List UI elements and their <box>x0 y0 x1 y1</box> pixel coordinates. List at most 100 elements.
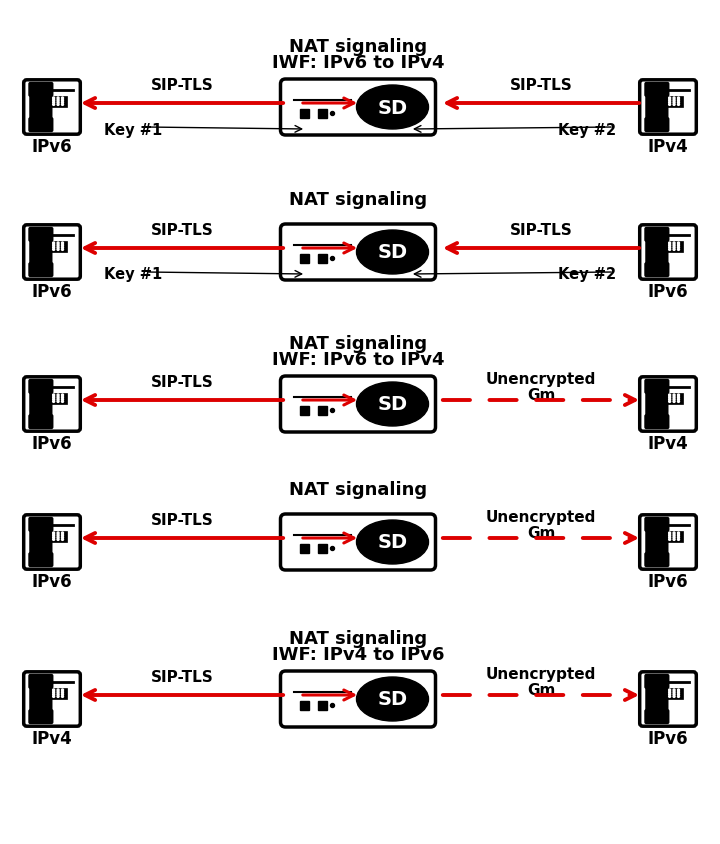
FancyBboxPatch shape <box>665 688 683 699</box>
Circle shape <box>53 397 55 398</box>
Text: Gm: Gm <box>527 682 555 697</box>
Circle shape <box>678 249 680 251</box>
Circle shape <box>57 102 59 104</box>
Circle shape <box>57 105 59 106</box>
Text: IPv6: IPv6 <box>32 435 72 452</box>
Text: NAT signaling: NAT signaling <box>289 38 427 56</box>
Circle shape <box>57 533 59 534</box>
Ellipse shape <box>356 230 428 274</box>
Text: SD: SD <box>377 243 408 262</box>
Circle shape <box>678 247 680 249</box>
Circle shape <box>53 98 55 100</box>
FancyBboxPatch shape <box>28 414 53 430</box>
Circle shape <box>61 105 63 106</box>
Circle shape <box>53 249 55 251</box>
Circle shape <box>57 243 59 245</box>
Bar <box>318 407 326 415</box>
Circle shape <box>61 695 63 697</box>
Circle shape <box>53 537 55 538</box>
Bar <box>300 701 308 710</box>
FancyBboxPatch shape <box>644 674 670 689</box>
FancyBboxPatch shape <box>30 521 53 564</box>
FancyBboxPatch shape <box>281 80 436 136</box>
Circle shape <box>57 691 59 693</box>
Circle shape <box>330 112 335 116</box>
Circle shape <box>330 547 335 551</box>
Circle shape <box>673 537 675 538</box>
Circle shape <box>673 100 675 102</box>
Circle shape <box>61 691 63 693</box>
Circle shape <box>57 401 59 403</box>
Circle shape <box>678 398 680 401</box>
FancyBboxPatch shape <box>644 517 670 533</box>
Circle shape <box>61 397 63 398</box>
Circle shape <box>678 102 680 104</box>
Circle shape <box>673 691 675 693</box>
Text: IWF: IPv4 to IPv6: IWF: IPv4 to IPv6 <box>271 645 444 663</box>
Circle shape <box>678 695 680 697</box>
Circle shape <box>61 394 63 397</box>
FancyBboxPatch shape <box>281 225 436 281</box>
FancyBboxPatch shape <box>639 672 696 727</box>
Circle shape <box>57 694 59 695</box>
Circle shape <box>678 98 680 100</box>
Text: Gm: Gm <box>527 387 555 403</box>
Circle shape <box>57 98 59 100</box>
FancyBboxPatch shape <box>30 382 53 426</box>
Circle shape <box>57 537 59 538</box>
Bar <box>318 544 326 554</box>
Bar <box>318 110 326 119</box>
Ellipse shape <box>356 86 428 130</box>
Text: NAT signaling: NAT signaling <box>289 334 427 353</box>
Text: SIP-TLS: SIP-TLS <box>510 78 572 93</box>
Circle shape <box>53 245 55 246</box>
FancyBboxPatch shape <box>645 521 668 564</box>
FancyBboxPatch shape <box>281 376 436 432</box>
Circle shape <box>57 397 59 398</box>
Circle shape <box>678 534 680 537</box>
FancyBboxPatch shape <box>28 517 53 533</box>
Circle shape <box>61 398 63 401</box>
Circle shape <box>669 398 670 401</box>
FancyBboxPatch shape <box>30 678 53 721</box>
Text: Key #1: Key #1 <box>104 268 162 282</box>
Circle shape <box>57 690 59 691</box>
FancyBboxPatch shape <box>24 225 81 280</box>
Circle shape <box>53 100 55 102</box>
Text: Unencrypted: Unencrypted <box>486 510 596 524</box>
Circle shape <box>330 257 335 261</box>
Text: Gm: Gm <box>527 525 555 540</box>
Circle shape <box>669 694 670 695</box>
FancyBboxPatch shape <box>645 678 668 721</box>
FancyBboxPatch shape <box>28 118 53 133</box>
Circle shape <box>53 690 55 691</box>
Circle shape <box>669 537 670 538</box>
Text: IPv6: IPv6 <box>32 138 72 156</box>
Circle shape <box>57 534 59 537</box>
Circle shape <box>678 538 680 541</box>
FancyBboxPatch shape <box>49 393 67 404</box>
Circle shape <box>57 249 59 251</box>
FancyBboxPatch shape <box>665 241 683 252</box>
Circle shape <box>61 537 63 538</box>
Circle shape <box>669 401 670 403</box>
Bar <box>300 407 308 415</box>
FancyBboxPatch shape <box>49 688 67 699</box>
Circle shape <box>678 691 680 693</box>
Circle shape <box>678 533 680 534</box>
FancyBboxPatch shape <box>49 531 67 542</box>
Circle shape <box>673 247 675 249</box>
FancyBboxPatch shape <box>28 228 53 242</box>
Text: SIP-TLS: SIP-TLS <box>150 512 213 528</box>
Bar <box>300 255 308 263</box>
Circle shape <box>57 538 59 541</box>
Circle shape <box>61 538 63 541</box>
Circle shape <box>53 247 55 249</box>
Text: NAT signaling: NAT signaling <box>289 630 427 647</box>
Circle shape <box>669 690 670 691</box>
Text: SIP-TLS: SIP-TLS <box>150 78 213 93</box>
Text: IWF: IPv6 to IPv4: IWF: IPv6 to IPv4 <box>271 350 444 369</box>
Circle shape <box>61 534 63 537</box>
FancyBboxPatch shape <box>28 262 53 278</box>
Text: Key #2: Key #2 <box>558 122 616 138</box>
